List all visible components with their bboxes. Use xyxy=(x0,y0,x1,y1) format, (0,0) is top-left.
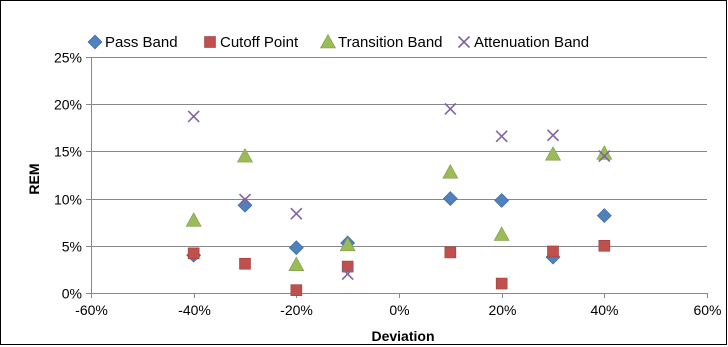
y-tick-label: 10% xyxy=(54,192,82,208)
legend-item: Transition Band xyxy=(319,33,443,51)
data-point-triangle xyxy=(596,145,613,160)
data-point-x xyxy=(238,193,252,206)
data-point-triangle xyxy=(185,212,202,227)
legend-item: Cutoff Point xyxy=(204,34,299,51)
y-tick-label: 15% xyxy=(54,144,82,160)
legend-marker-x xyxy=(457,35,471,49)
x-tick-labels: -60% -40% -20% 0% 20% 40% 60% xyxy=(75,302,721,318)
y-tick-label: 5% xyxy=(62,239,82,255)
data-point-x xyxy=(341,268,354,281)
data-points xyxy=(185,102,613,296)
data-point-square xyxy=(341,260,354,273)
legend-item: Pass Band xyxy=(87,34,178,51)
data-point-triangle xyxy=(339,236,356,252)
y-tick-labels: 0% 5% 10% 15% 20% 25% xyxy=(54,50,82,302)
data-point-x xyxy=(495,130,508,143)
data-point-x xyxy=(546,129,560,142)
legend-marker-square xyxy=(204,36,216,48)
y-tick-label: 0% xyxy=(62,286,82,302)
data-point-square xyxy=(547,245,559,258)
data-point-x xyxy=(290,207,303,220)
series-square xyxy=(187,240,611,296)
legend-label: Pass Band xyxy=(105,34,178,51)
axes xyxy=(86,57,708,298)
legend-label: Attenuation Band xyxy=(474,34,589,51)
x-tick-label: -20% xyxy=(280,302,313,318)
data-point-square xyxy=(495,277,508,290)
x-tick-label: 20% xyxy=(488,302,516,318)
y-tick-label: 20% xyxy=(54,97,82,113)
data-point-diamond xyxy=(237,197,253,213)
x-tick-label: 60% xyxy=(693,302,721,318)
legend-item: Attenuation Band xyxy=(457,34,589,51)
y-axis-title: REM xyxy=(26,163,42,194)
x-tick-label: 0% xyxy=(389,302,409,318)
legend-marker-diamond xyxy=(87,34,103,50)
data-point-triangle xyxy=(493,226,510,241)
legend: Pass Band Cutoff Point Transition Band Atte… xyxy=(87,33,589,51)
x-tick-label: -40% xyxy=(178,302,211,318)
data-point-x xyxy=(444,102,457,115)
data-point-triangle xyxy=(288,256,305,271)
legend-label: Transition Band xyxy=(338,34,443,51)
data-point-square xyxy=(444,246,457,259)
data-point-square xyxy=(290,284,303,296)
x-tick-label: -60% xyxy=(75,302,108,318)
y-tick-label: 25% xyxy=(54,50,82,66)
data-point-square xyxy=(187,247,200,260)
data-point-diamond xyxy=(596,208,612,224)
data-point-triangle xyxy=(544,146,562,161)
data-point-square xyxy=(598,240,611,252)
data-point-triangle xyxy=(236,148,254,163)
legend-label: Cutoff Point xyxy=(220,34,299,51)
data-point-triangle xyxy=(442,164,459,179)
data-point-diamond xyxy=(442,191,458,207)
series-x xyxy=(187,102,611,281)
series-triangle xyxy=(185,145,613,271)
data-point-x xyxy=(187,110,200,123)
data-point-square xyxy=(239,257,251,270)
legend-marker-triangle xyxy=(319,33,337,49)
x-axis-title: Deviation xyxy=(371,328,434,344)
gridlines xyxy=(91,57,707,247)
data-point-diamond xyxy=(494,193,510,208)
data-point-diamond xyxy=(288,240,304,256)
x-tick-label: 40% xyxy=(590,302,618,318)
data-point-x xyxy=(598,150,611,163)
